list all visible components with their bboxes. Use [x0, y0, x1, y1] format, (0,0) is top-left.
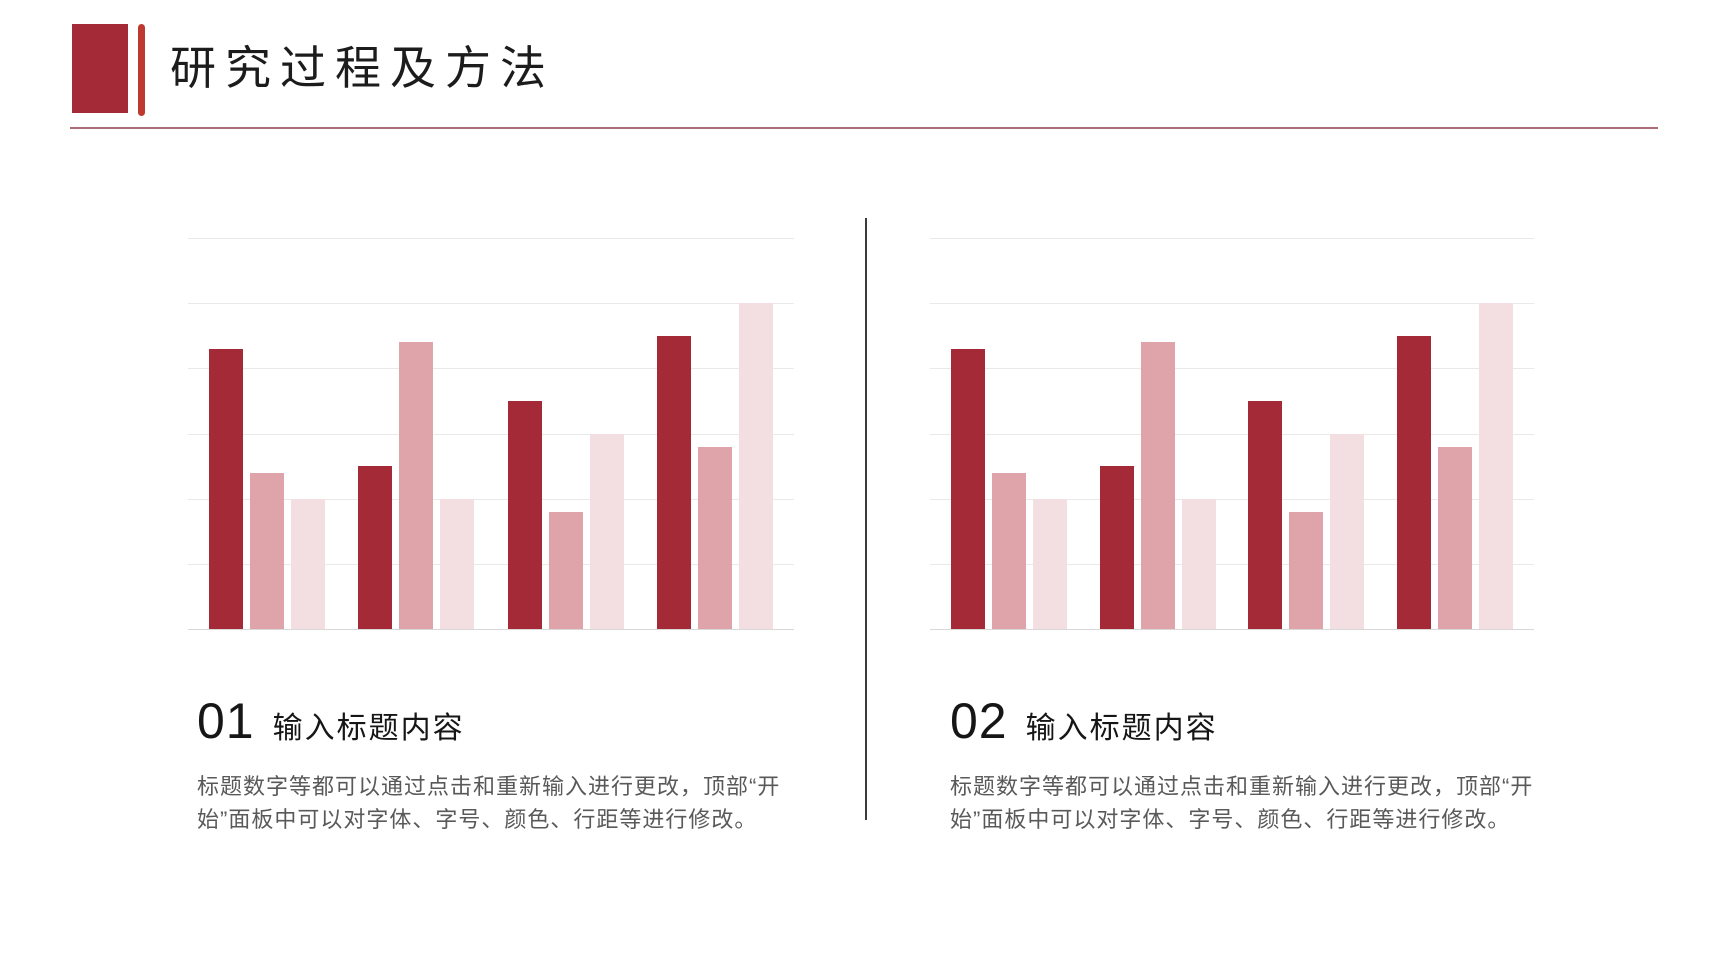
bar-series-2-group-2	[1140, 342, 1175, 629]
title-underline	[70, 127, 1658, 129]
bar-chart-left	[188, 238, 794, 630]
gridline	[930, 498, 1534, 500]
bar-series-3-group-3	[1330, 433, 1365, 629]
gridline	[188, 433, 794, 435]
gridline	[930, 563, 1534, 565]
bar-series-1-group-2	[1099, 466, 1134, 629]
bars-area	[930, 238, 1534, 629]
bar-series-3-group-2	[1181, 498, 1216, 629]
chart-baseline	[930, 629, 1534, 630]
section-02-header: 02 输入标题内容	[950, 695, 1550, 747]
bar-group-3	[1248, 238, 1365, 629]
bar-series-3-group-1	[291, 498, 325, 629]
section-description: 标题数字等都可以通过点击和重新输入进行更改，顶部“开 始”面板中可以对字体、字号…	[950, 770, 1550, 836]
bars-area	[188, 238, 794, 629]
bar-series-3-group-2	[440, 498, 475, 629]
gridline	[188, 368, 794, 370]
gridline	[930, 303, 1534, 305]
section-heading: 输入标题内容	[1025, 712, 1218, 745]
bar-group-2	[358, 238, 475, 629]
gridline	[930, 433, 1534, 435]
bar-group-3	[507, 238, 624, 629]
bar-series-3-group-1	[1033, 498, 1067, 629]
bar-series-2-group-4	[1437, 446, 1472, 629]
section-number: 02	[950, 693, 1008, 749]
page-title: 研究过程及方法	[170, 42, 555, 94]
bar-series-1-group-4	[656, 335, 691, 629]
description-line: 标题数字等都可以通过点击和重新输入进行更改，顶部“开	[950, 774, 1534, 799]
bar-series-1-group-3	[507, 400, 542, 629]
section-02: 02 输入标题内容 标题数字等都可以通过点击和重新输入进行更改，顶部“开 始”面…	[950, 695, 1550, 836]
bar-series-1-group-3	[1248, 400, 1283, 629]
bar-group-1	[209, 238, 325, 629]
title-accent-bar	[138, 24, 145, 116]
section-01: 01 输入标题内容 标题数字等都可以通过点击和重新输入进行更改，顶部“开 始”面…	[197, 695, 797, 836]
section-01-header: 01 输入标题内容	[197, 695, 797, 747]
bar-series-3-group-4	[738, 303, 773, 629]
bar-series-3-group-4	[1478, 303, 1513, 629]
bar-series-1-group-2	[358, 466, 393, 629]
gridline	[188, 238, 794, 239]
bar-chart-right	[930, 238, 1534, 630]
bar-group-4	[1396, 238, 1513, 629]
bar-series-2-group-2	[399, 342, 434, 629]
bar-series-1-group-1	[951, 348, 985, 629]
description-line: 始”面板中可以对字体、字号、颜色、行距等进行修改。	[950, 807, 1511, 832]
title-accent-square	[72, 24, 128, 113]
bar-series-1-group-1	[209, 348, 243, 629]
description-line: 始”面板中可以对字体、字号、颜色、行距等进行修改。	[197, 807, 758, 832]
section-heading: 输入标题内容	[272, 712, 465, 745]
bar-group-1	[951, 238, 1067, 629]
section-description: 标题数字等都可以通过点击和重新输入进行更改，顶部“开 始”面板中可以对字体、字号…	[197, 770, 797, 836]
section-number: 01	[197, 693, 255, 749]
bar-group-4	[656, 238, 773, 629]
bar-series-2-group-3	[548, 511, 583, 629]
gridline	[188, 498, 794, 500]
vertical-divider	[865, 218, 867, 820]
bar-series-1-group-4	[1396, 335, 1431, 629]
description-line: 标题数字等都可以通过点击和重新输入进行更改，顶部“开	[197, 774, 781, 799]
bar-series-2-group-1	[250, 472, 284, 629]
bar-series-2-group-4	[697, 446, 732, 629]
gridline	[930, 238, 1534, 239]
bar-series-3-group-3	[589, 433, 624, 629]
bar-series-2-group-1	[992, 472, 1026, 629]
bar-group-2	[1099, 238, 1216, 629]
gridline	[930, 368, 1534, 370]
gridline	[188, 563, 794, 565]
chart-baseline	[188, 629, 794, 630]
gridline	[188, 303, 794, 305]
bar-series-2-group-3	[1289, 511, 1324, 629]
